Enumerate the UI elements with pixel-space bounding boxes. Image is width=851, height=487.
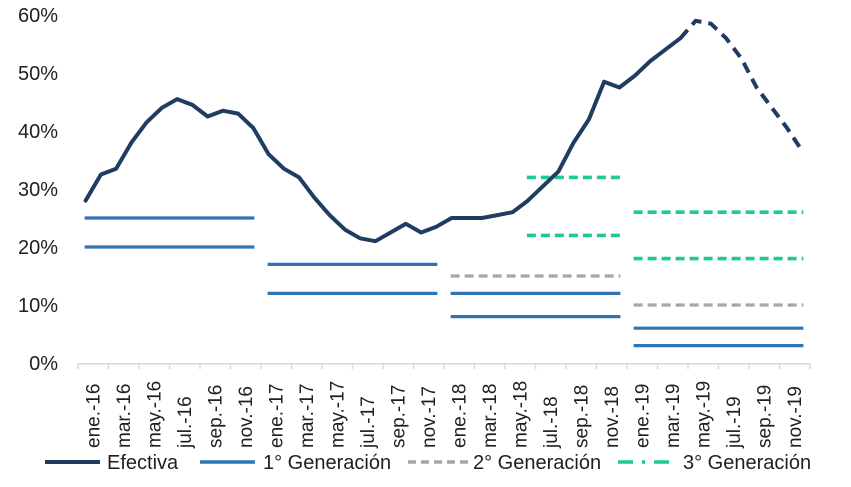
y-axis-labels: 0% 10% 20% 30% 40% 50% 60% (18, 5, 58, 375)
x-tick-label: jul.-19 (724, 396, 745, 449)
legend-item-efectiva: Efectiva (45, 452, 179, 474)
x-tick-label: ene.-19 (632, 384, 653, 448)
legend-item-3-generaci-n: 3° Generación (618, 452, 811, 474)
x-axis (77, 363, 811, 369)
series-3-generaci-n (526, 175, 804, 261)
y-tick-label: 10% (18, 295, 58, 317)
y-tick-label: 60% (18, 5, 58, 27)
x-tick-label: may.-16 (144, 381, 165, 448)
x-tick-label: jul.-16 (175, 396, 196, 449)
x-tick-label: mar.-18 (480, 384, 501, 448)
x-tick-label: ene.-17 (266, 384, 287, 448)
y-tick-label: 30% (18, 179, 58, 201)
legend: Efectiva 1° Generación 2° Generación 3° Gen… (45, 452, 811, 474)
x-tick-label: mar.-16 (114, 384, 135, 448)
series-1-generaci-n (84, 216, 804, 348)
x-tick-label: may.-17 (327, 381, 348, 448)
efectiva-dashed-line (678, 18, 805, 153)
x-tick-label: may.-19 (693, 381, 714, 448)
x-tick-label: may.-18 (510, 381, 531, 448)
y-tick-label: 50% (18, 63, 58, 85)
x-tick-label: sep.-19 (754, 385, 775, 448)
efectiva-solid-line (83, 36, 683, 244)
legend-label: Efectiva (107, 452, 179, 474)
x-tick-label: sep.-16 (205, 385, 226, 448)
x-tick-label: jul.-17 (358, 396, 379, 449)
y-tick-label: 40% (18, 121, 58, 143)
series-efectiva (83, 18, 805, 244)
legend-label: 3° Generación (683, 452, 811, 474)
x-tick-label: mar.-17 (297, 384, 318, 448)
y-tick-label: 20% (18, 237, 58, 259)
x-tick-label: nov.-17 (419, 386, 440, 448)
x-tick-label: sep.-17 (388, 385, 409, 448)
x-tick-label: nov.-19 (785, 386, 806, 448)
x-tick-label: ene.-18 (449, 384, 470, 448)
x-axis-labels: ene.-16 mar.-16 may.-16 jul.-16 sep.-16 nov.-… (83, 381, 806, 449)
legend-label: 2° Generación (473, 452, 601, 474)
x-tick-label: nov.-18 (602, 386, 623, 448)
x-tick-label: jul.-18 (541, 396, 562, 449)
x-tick-label: ene.-16 (83, 384, 104, 448)
y-tick-label: 0% (29, 353, 58, 375)
legend-item-1-generaci-n: 1° Generación (200, 452, 391, 474)
x-tick-label: nov.-16 (236, 386, 257, 448)
legend-label: 1° Generación (263, 452, 391, 474)
series-2-generaci-n (450, 274, 804, 307)
legend-item-2-generaci-n: 2° Generación (408, 452, 601, 474)
x-tick-label: mar.-19 (663, 384, 684, 448)
x-tick-label: sep.-18 (571, 385, 592, 448)
